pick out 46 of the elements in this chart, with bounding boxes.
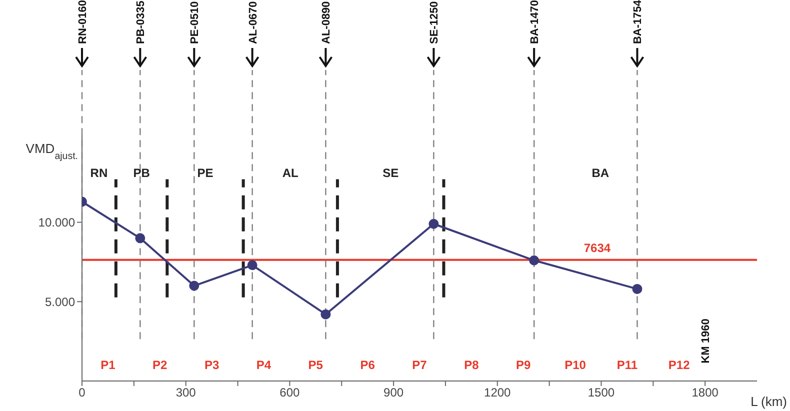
- ref-line-label: BA-1470: [529, 0, 542, 44]
- ref-line-label: PB-0335: [135, 0, 148, 44]
- ref-line-label: AL-0890: [320, 1, 333, 44]
- x-tick-label: 1500: [588, 386, 615, 400]
- annotation: P5: [308, 358, 324, 372]
- annotation: P10: [564, 358, 586, 372]
- annotation: P11: [616, 358, 638, 372]
- point: [189, 280, 200, 291]
- annotation: KM 1960: [700, 318, 712, 364]
- x-tick-label: 1200: [484, 386, 512, 400]
- annotation: P3: [204, 358, 220, 372]
- point: [529, 255, 540, 266]
- annotation: P2: [152, 358, 168, 372]
- annotation: P4: [256, 358, 272, 372]
- annotation: P8: [464, 358, 480, 372]
- point: [632, 284, 642, 294]
- ref-line-label: RN-0160: [77, 0, 89, 44]
- point: [247, 260, 258, 270]
- annotation: PE: [197, 166, 214, 180]
- annotation: P9: [516, 358, 532, 372]
- annotation: SE: [382, 166, 399, 180]
- ref-line-label: BA-1754: [632, 0, 644, 44]
- y-axis-title: VMD$_{ajust.}$: [26, 141, 78, 162]
- x-tick-label: 1800: [692, 386, 719, 400]
- y-tick-label: 5.000: [44, 294, 76, 309]
- annotation: P6: [360, 358, 376, 372]
- point: [135, 233, 146, 244]
- x-tick-label: 300: [176, 386, 196, 400]
- point: [428, 218, 439, 229]
- x-tick-label: 600: [280, 386, 300, 400]
- annotation: BA: [592, 166, 610, 180]
- annotation: P1: [100, 358, 116, 372]
- ref-line-label: PE-0510: [189, 1, 202, 44]
- annotation: RN: [90, 166, 108, 180]
- x-tick-label: 0: [78, 386, 86, 400]
- ref-line-label: AL-0670: [247, 1, 260, 44]
- annotation: P12: [668, 358, 690, 372]
- annotation: AL: [282, 166, 298, 180]
- x-tick-label: 900: [384, 386, 404, 400]
- ref-line-label: 7634: [584, 240, 611, 255]
- annotation: P7: [412, 358, 428, 372]
- ref-line-label: SE-1250: [428, 1, 441, 44]
- point: [320, 309, 331, 320]
- x-axis-title: L (km): [750, 394, 787, 409]
- y-tick-label: 10.000: [38, 216, 76, 230]
- annotation: PB: [133, 166, 150, 180]
